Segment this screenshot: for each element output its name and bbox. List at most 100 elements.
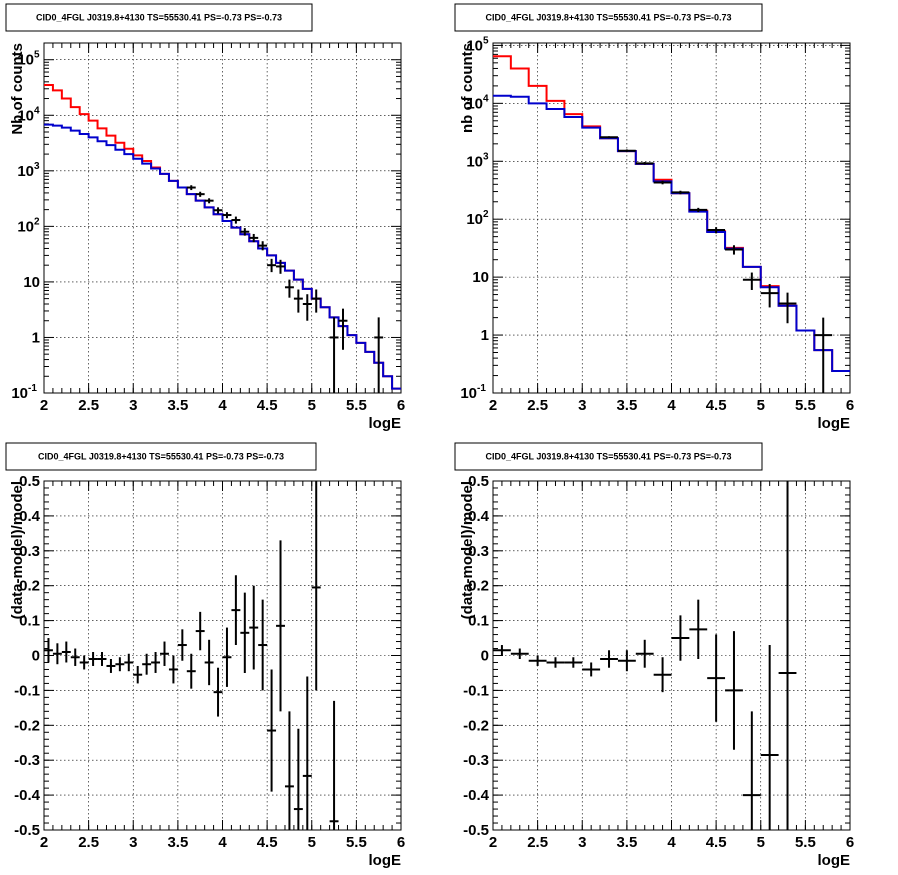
x-tick-label: 4.5 (706, 834, 727, 851)
data-point (564, 657, 583, 668)
y-tick-exponent: 3 (34, 161, 40, 172)
data-point (653, 657, 672, 693)
x-tick-label: 5.5 (346, 397, 367, 414)
x-tick-label: 2.5 (78, 397, 99, 414)
data-point (493, 645, 511, 656)
panel-residual-low: CID0_4FGL J0319.8+4130 TS=55530.41 PS=-0… (5, 442, 405, 869)
data-point (760, 645, 779, 830)
x-tick-label: 4.5 (706, 397, 727, 414)
data-point (195, 191, 205, 197)
data-point (302, 294, 312, 321)
data-point (115, 657, 125, 672)
x-tick-label: 5 (308, 834, 316, 851)
x-tick-label: 5 (757, 834, 765, 851)
data-point (725, 631, 743, 750)
y-tick-label: 0.1 (19, 613, 40, 630)
y-tick-label: 10 (11, 385, 28, 402)
data-point (142, 653, 152, 675)
panel-residual-high: CID0_4FGL J0319.8+4130 TS=55530.41 PS=-0… (454, 442, 854, 869)
x-tick-label: 3 (129, 397, 137, 414)
data-point (293, 289, 303, 313)
x-tick-label: 6 (846, 834, 854, 851)
x-axis-label: logE (818, 852, 851, 869)
y-tick-label: 0.4 (468, 508, 490, 525)
x-tick-label: 4 (667, 397, 676, 414)
x-tick-label: 2.5 (527, 397, 548, 414)
y-tick-label: 0.5 (468, 473, 489, 490)
data-point (617, 149, 636, 152)
data-point (329, 317, 339, 393)
y-axis-label: (data-model)/model (459, 481, 476, 619)
y-tick-label: 0.4 (19, 508, 41, 525)
y-tick-label: 10 (17, 218, 34, 235)
data-point (742, 272, 761, 290)
y-tick-label: 10 (17, 52, 34, 69)
x-tick-label: 4 (218, 834, 227, 851)
data-point (689, 599, 708, 659)
x-tick-label: 4 (667, 834, 676, 851)
x-tick-label: 5 (308, 397, 316, 414)
data-point (284, 279, 294, 298)
data-point (124, 653, 134, 672)
data-point (528, 655, 547, 666)
y-tick-label: 0.5 (19, 473, 40, 490)
x-tick-label: 4 (218, 397, 227, 414)
data-point (338, 308, 348, 350)
y-tick-label: 1 (32, 329, 40, 346)
data-point (249, 233, 259, 243)
data-point (240, 228, 250, 236)
data-point (204, 198, 214, 204)
x-tick-label: 3.5 (167, 834, 188, 851)
data-point (160, 641, 169, 666)
chart-title: CID0_4FGL J0319.8+4130 TS=55530.41 PS=-0… (485, 13, 731, 23)
y-tick-label: 10 (17, 107, 34, 124)
data-point (267, 258, 277, 273)
y-tick-exponent: 4 (34, 105, 40, 116)
y-tick-label: 10 (466, 211, 483, 228)
y-tick-label: 10 (17, 163, 34, 180)
data-point (546, 657, 565, 668)
x-tick-label: 4.5 (257, 397, 278, 414)
data-point (635, 162, 654, 165)
x-tick-label: 5.5 (795, 834, 816, 851)
x-tick-label: 3.5 (616, 834, 637, 851)
y-tick-exponent: 2 (34, 216, 40, 227)
x-tick-label: 5 (757, 397, 765, 414)
y-tick-label: -0.3 (14, 752, 40, 769)
chart-title: CID0_4FGL J0319.8+4130 TS=55530.41 PS=-0… (38, 452, 284, 462)
data-point (88, 652, 98, 666)
data-point (329, 700, 339, 830)
y-tick-exponent: 5 (34, 50, 40, 61)
y-tick-label: -0.5 (14, 822, 40, 839)
chart-title: CID0_4FGL J0319.8+4130 TS=55530.41 PS=-0… (36, 13, 282, 23)
data-point (222, 212, 232, 219)
panel-spectrum-high: CID0_4FGL J0319.8+4130 TS=55530.41 PS=-0… (454, 3, 854, 432)
x-axis-label: logE (369, 852, 402, 869)
data-point (213, 667, 223, 717)
data-point (617, 650, 636, 672)
y-tick-label: 10 (472, 269, 489, 286)
data-point (186, 653, 196, 689)
y-tick-label: -0.1 (14, 682, 40, 699)
y-tick-label: 0 (481, 648, 489, 665)
data-point (374, 317, 384, 393)
data-point (707, 634, 726, 722)
y-tick-label: 10 (466, 95, 483, 112)
data-point (582, 662, 601, 677)
data-point (276, 540, 285, 712)
y-axis-label: nb of counts (459, 43, 476, 133)
plot-content (493, 481, 797, 830)
x-tick-label: 6 (397, 397, 405, 414)
x-tick-label: 2 (40, 834, 48, 851)
data-point (177, 629, 187, 661)
x-tick-label: 2.5 (527, 834, 548, 851)
data-point (61, 641, 71, 663)
data-point (106, 658, 116, 673)
plot-content (44, 481, 339, 830)
y-axis-label: Nb of counts (9, 43, 26, 135)
y-tick-label: 10 (466, 37, 483, 54)
data-point (168, 655, 178, 684)
data-point (510, 648, 529, 659)
x-tick-label: 3 (129, 834, 137, 851)
y-tick-label: -0.1 (463, 682, 489, 699)
